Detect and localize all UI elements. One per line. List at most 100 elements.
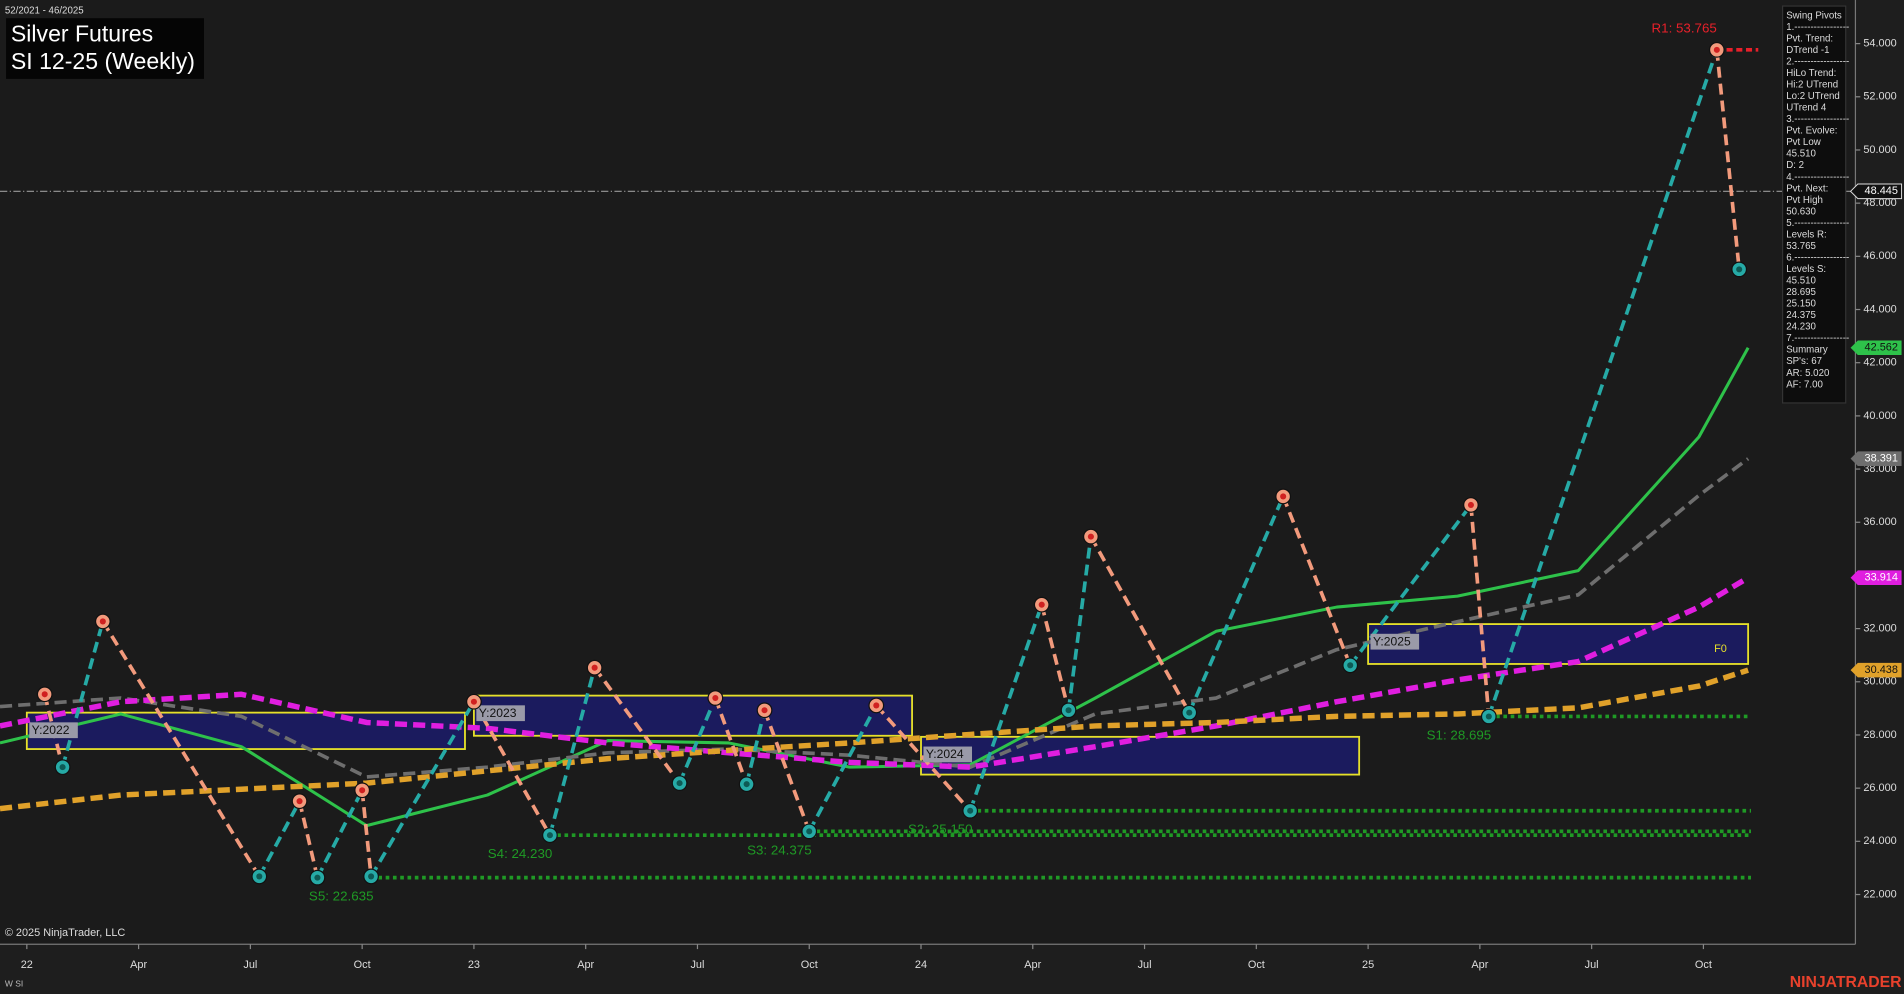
pivot-leg — [1039, 604, 1071, 711]
pivot-core — [368, 873, 375, 880]
y-tick-label: 42.000 — [1863, 357, 1896, 369]
info-panel-line: D: 2 — [1786, 160, 1804, 171]
plot-area — [0, 0, 1855, 944]
price-tag-label: 30.438 — [1865, 664, 1898, 676]
pivot-core — [1713, 46, 1720, 53]
info-panel-line: 4.----------------- — [1786, 172, 1849, 183]
price-tag-label: 33.914 — [1865, 572, 1898, 584]
pivot-core — [806, 828, 813, 835]
chart-title: Silver Futures — [11, 20, 153, 46]
info-panel-line: 50.630 — [1786, 206, 1816, 217]
info-panel-line: 53.765 — [1786, 241, 1816, 252]
instrument: W SI — [5, 979, 23, 989]
pivot-core — [1467, 501, 1474, 508]
info-panel-line: 45.510 — [1786, 276, 1816, 287]
info-panel-line: 24.375 — [1786, 310, 1816, 321]
info-panel-line: Levels R: — [1786, 229, 1826, 240]
brand: NINJATRADER — [1790, 974, 1902, 991]
price-tag-label: 42.562 — [1865, 342, 1898, 354]
info-panel — [1781, 5, 1847, 404]
date-range: 52/2021 - 46/2025 — [5, 5, 84, 16]
pivot-core — [546, 832, 553, 839]
info-panel-line: DTrend -1 — [1786, 45, 1829, 56]
y-tick-label: 38.000 — [1863, 463, 1896, 475]
info-panel-line: Pvt High — [1786, 195, 1823, 206]
pivot-core — [743, 781, 750, 788]
pivot-leg — [807, 704, 878, 833]
support-label: S2: 25.150 — [908, 822, 973, 837]
x-tick-label: Jul — [690, 959, 704, 971]
y-tick-label: 28.000 — [1863, 729, 1896, 741]
x-tick-label: 22 — [21, 959, 33, 971]
info-panel-line: Pvt. Trend: — [1786, 33, 1833, 44]
pivot-core — [470, 698, 477, 705]
year-box-label: Y:2024 — [926, 747, 964, 761]
pivot-leg — [1187, 495, 1285, 714]
info-panel-line: Pvt. Next: — [1786, 183, 1828, 194]
info-panel-line: 24.230 — [1786, 322, 1816, 333]
pivot-leg — [1715, 49, 1741, 270]
info-panel-line: UTrend 4 — [1786, 103, 1827, 114]
x-tick-label: 25 — [1362, 959, 1374, 971]
year-box-tag — [923, 746, 973, 763]
info-panel-line: AR: 5.020 — [1786, 368, 1830, 379]
support-label: S3: 24.375 — [747, 842, 812, 857]
pivot-core — [676, 780, 683, 787]
x-tick-label: 24 — [915, 959, 927, 971]
pivot-core — [1087, 533, 1094, 540]
last-price-tag — [1849, 183, 1903, 200]
pivot-core — [591, 664, 598, 671]
y-tick-label: 50.000 — [1863, 144, 1896, 156]
pivot-core — [1736, 266, 1743, 273]
last-price-label: 48.445 — [1865, 185, 1898, 197]
pivot-leg — [360, 790, 373, 877]
y-tick-label: 48.000 — [1863, 197, 1896, 209]
y-tick-label: 54.000 — [1863, 38, 1896, 50]
pivot-core — [1065, 707, 1072, 714]
pivot-leg — [1281, 495, 1352, 666]
pivot-core — [1347, 662, 1354, 669]
x-tick-label: Apr — [1024, 959, 1041, 971]
x-tick-label: Oct — [354, 959, 371, 971]
pivot-core — [41, 691, 48, 698]
year-box-note: F0 — [1714, 643, 1727, 655]
copyright: © 2025 NinjaTrader, LLC — [5, 927, 126, 939]
year-box-tag — [476, 705, 525, 722]
pivot-core — [873, 702, 880, 709]
year-box-label: Y:2022 — [32, 723, 70, 737]
x-tick-label: Apr — [130, 959, 147, 971]
info-panel-line: Pvt. Evolve: — [1786, 126, 1837, 137]
y-tick-label: 44.000 — [1863, 303, 1896, 315]
pivot-core — [296, 798, 303, 805]
info-panel-line: 2.----------------- — [1786, 56, 1849, 67]
x-tick-label: Oct — [1248, 959, 1265, 971]
info-panel-line: 5.----------------- — [1786, 218, 1849, 229]
info-panel-line: 1.----------------- — [1786, 22, 1849, 33]
info-panel-line: 45.510 — [1786, 149, 1816, 160]
info-panel-line: Lo:2 UTrend — [1786, 91, 1840, 102]
pivot-leg — [60, 620, 105, 768]
price-tag — [1850, 451, 1902, 466]
info-panel-line: HiLo Trend: — [1786, 68, 1836, 79]
x-tick-label: Jul — [243, 959, 257, 971]
y-tick-label: 36.000 — [1863, 516, 1896, 528]
front-layer: 22.00024.00026.00028.00030.00032.00034.0… — [21, 21, 1903, 971]
y-tick-label: 22.000 — [1863, 888, 1896, 900]
info-panel-line: AF: 7.00 — [1786, 379, 1823, 390]
year-box-tag — [29, 722, 78, 739]
pivot-leg — [1469, 504, 1491, 717]
info-panel-line: Pvt Low — [1786, 137, 1822, 148]
year-box — [473, 694, 913, 737]
price-tag-label: 38.391 — [1865, 453, 1898, 465]
pivot-core — [256, 873, 263, 880]
pivot-leg — [968, 604, 1044, 812]
info-panel-line: 7.----------------- — [1786, 333, 1849, 344]
x-tick-label: Oct — [801, 959, 818, 971]
x-tick-label: 23 — [468, 959, 480, 971]
pivot-leg — [1066, 536, 1093, 711]
pivot-leg — [257, 800, 302, 878]
price-tag — [1850, 662, 1902, 678]
moving-average — [0, 667, 1749, 812]
